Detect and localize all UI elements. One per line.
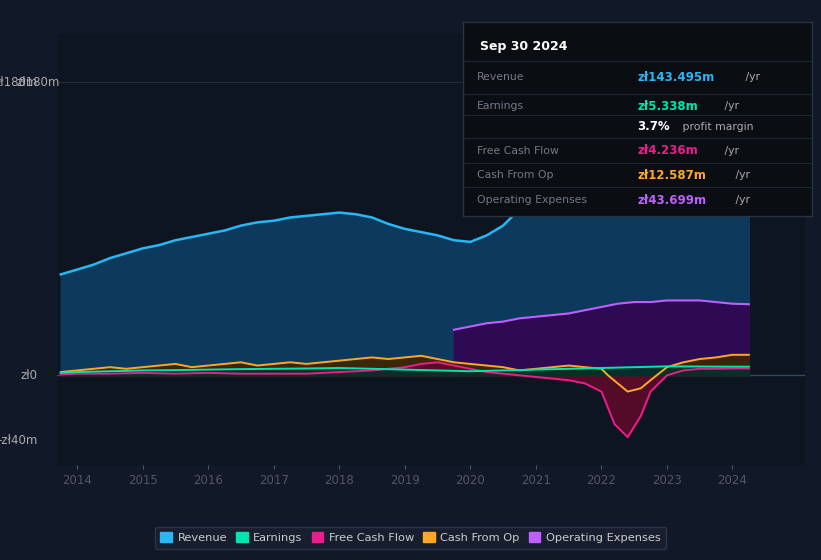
Text: Sep 30 2024: Sep 30 2024 bbox=[480, 40, 568, 53]
Text: zł4.236m: zł4.236m bbox=[638, 144, 698, 157]
Text: /yr: /yr bbox=[742, 72, 760, 82]
Text: zł0: zł0 bbox=[21, 369, 38, 382]
Text: Cash From Op: Cash From Op bbox=[477, 170, 553, 180]
Text: /yr: /yr bbox=[721, 101, 739, 111]
Text: Earnings: Earnings bbox=[477, 101, 524, 111]
Text: -zł40m: -zł40m bbox=[0, 434, 38, 447]
Text: /yr: /yr bbox=[732, 195, 750, 205]
Text: profit margin: profit margin bbox=[680, 122, 754, 132]
Text: zł12.587m: zł12.587m bbox=[638, 169, 706, 181]
Text: Operating Expenses: Operating Expenses bbox=[477, 195, 587, 205]
Text: /yr: /yr bbox=[721, 146, 739, 156]
Text: Free Cash Flow: Free Cash Flow bbox=[477, 146, 559, 156]
Text: zł5.338m: zł5.338m bbox=[638, 100, 698, 113]
Text: zł180m: zł180m bbox=[16, 76, 60, 89]
Legend: Revenue, Earnings, Free Cash Flow, Cash From Op, Operating Expenses: Revenue, Earnings, Free Cash Flow, Cash … bbox=[154, 526, 667, 549]
Text: zł143.495m: zł143.495m bbox=[638, 71, 715, 84]
Text: Revenue: Revenue bbox=[477, 72, 525, 82]
Text: 3.7%: 3.7% bbox=[638, 120, 670, 133]
Text: zł43.699m: zł43.699m bbox=[638, 194, 707, 207]
Text: /yr: /yr bbox=[732, 170, 750, 180]
Text: zł180m: zł180m bbox=[0, 76, 38, 89]
